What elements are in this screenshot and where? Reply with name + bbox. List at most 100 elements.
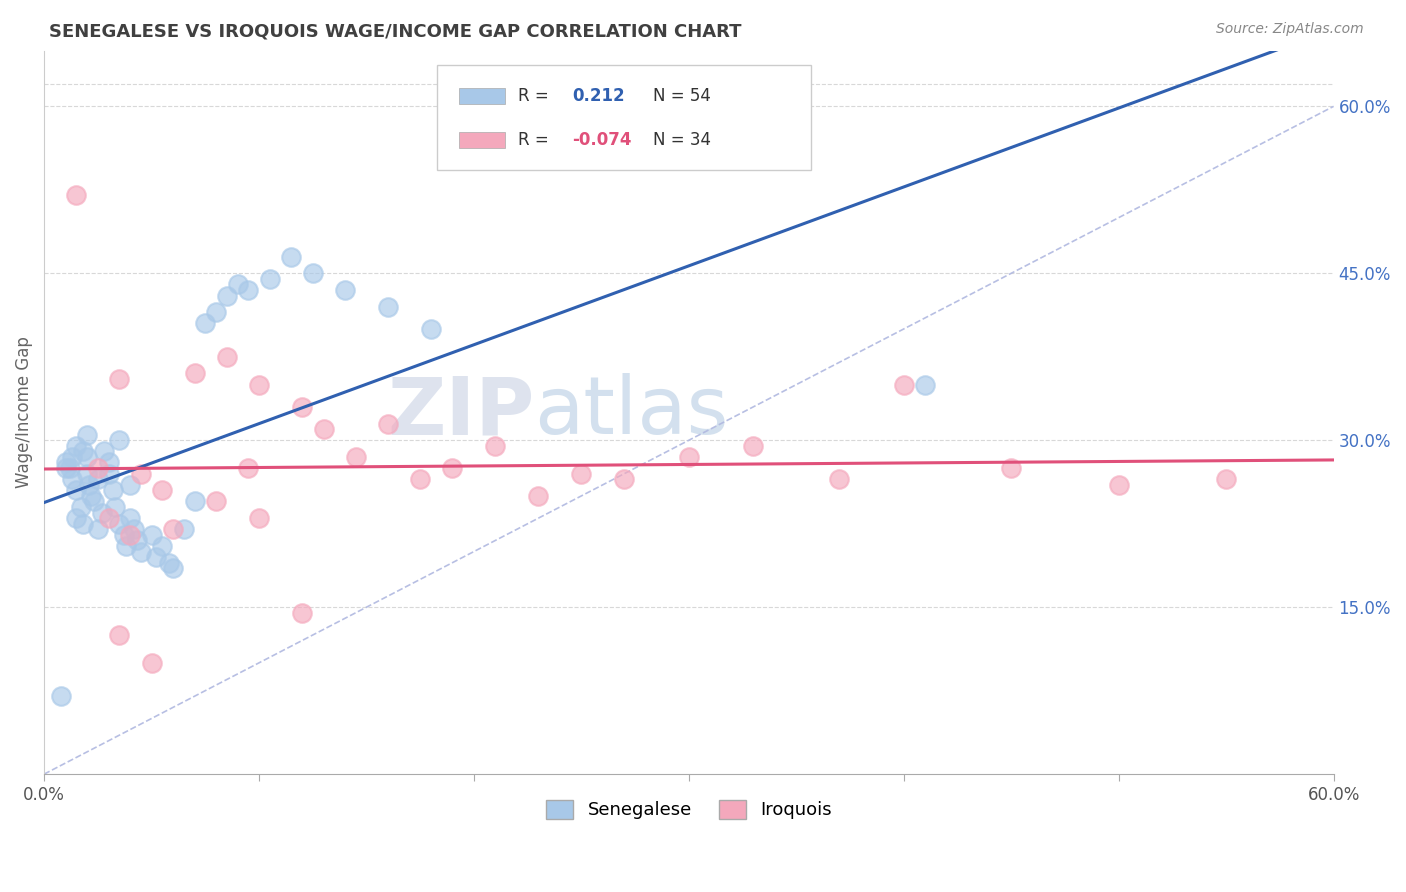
Point bbox=[108, 372, 131, 386]
Point bbox=[108, 434, 131, 448]
Point bbox=[226, 277, 249, 292]
Point bbox=[55, 461, 77, 475]
Point bbox=[173, 522, 195, 536]
Point bbox=[377, 417, 399, 431]
Point bbox=[238, 283, 260, 297]
Point bbox=[108, 628, 131, 642]
Point bbox=[125, 533, 148, 548]
Point bbox=[280, 250, 302, 264]
Point bbox=[87, 472, 110, 486]
Point bbox=[60, 450, 83, 464]
Point bbox=[120, 528, 142, 542]
Point bbox=[157, 556, 180, 570]
Point bbox=[205, 305, 228, 319]
Text: SENEGALESE VS IROQUOIS WAGE/INCOME GAP CORRELATION CHART: SENEGALESE VS IROQUOIS WAGE/INCOME GAP C… bbox=[49, 22, 742, 40]
Point bbox=[65, 439, 87, 453]
Point bbox=[51, 690, 73, 704]
Point bbox=[97, 455, 120, 469]
Point bbox=[69, 500, 91, 514]
Y-axis label: Wage/Income Gap: Wage/Income Gap bbox=[15, 336, 32, 488]
FancyBboxPatch shape bbox=[460, 88, 505, 104]
Point bbox=[55, 455, 77, 469]
Point bbox=[93, 444, 115, 458]
Point bbox=[893, 377, 915, 392]
Point bbox=[1215, 472, 1237, 486]
Point bbox=[484, 439, 506, 453]
Point bbox=[87, 461, 110, 475]
Point bbox=[742, 439, 765, 453]
Point bbox=[1108, 477, 1130, 491]
Point bbox=[409, 472, 432, 486]
Point bbox=[1000, 461, 1022, 475]
Point bbox=[76, 467, 98, 481]
Point bbox=[104, 500, 127, 514]
Point bbox=[301, 266, 323, 280]
Point bbox=[914, 377, 936, 392]
Point bbox=[291, 606, 314, 620]
Point bbox=[571, 467, 593, 481]
Point bbox=[162, 561, 184, 575]
Point bbox=[344, 450, 367, 464]
Point bbox=[150, 539, 173, 553]
Text: N = 54: N = 54 bbox=[652, 87, 711, 105]
Point bbox=[101, 483, 124, 498]
Point bbox=[112, 528, 135, 542]
Point bbox=[120, 477, 142, 491]
Point bbox=[77, 477, 100, 491]
Text: -0.074: -0.074 bbox=[572, 130, 631, 149]
Text: ZIP: ZIP bbox=[387, 374, 534, 451]
Point bbox=[65, 188, 87, 202]
Point bbox=[91, 506, 114, 520]
Point bbox=[333, 283, 356, 297]
Point bbox=[141, 528, 163, 542]
Point bbox=[613, 472, 636, 486]
Point bbox=[120, 511, 142, 525]
Text: atlas: atlas bbox=[534, 374, 728, 451]
Point bbox=[441, 461, 464, 475]
Point bbox=[72, 444, 94, 458]
Point bbox=[59, 461, 82, 475]
Point bbox=[194, 317, 217, 331]
Point bbox=[215, 288, 238, 302]
Point bbox=[291, 400, 314, 414]
Point bbox=[215, 350, 238, 364]
Text: R =: R = bbox=[517, 87, 554, 105]
Point bbox=[80, 489, 103, 503]
Text: Source: ZipAtlas.com: Source: ZipAtlas.com bbox=[1216, 22, 1364, 37]
Point bbox=[678, 450, 700, 464]
Text: R =: R = bbox=[517, 130, 554, 149]
Point bbox=[162, 522, 184, 536]
Text: 0.212: 0.212 bbox=[572, 87, 624, 105]
Point bbox=[108, 516, 131, 531]
Point bbox=[129, 544, 152, 558]
Point bbox=[312, 422, 335, 436]
Point bbox=[247, 377, 270, 392]
Point bbox=[247, 511, 270, 525]
Point bbox=[124, 522, 146, 536]
FancyBboxPatch shape bbox=[437, 65, 811, 170]
Point bbox=[183, 367, 205, 381]
Point bbox=[60, 472, 83, 486]
Point bbox=[83, 494, 105, 508]
Point bbox=[420, 322, 443, 336]
Point bbox=[65, 511, 87, 525]
Legend: Senegalese, Iroquois: Senegalese, Iroquois bbox=[538, 793, 839, 827]
Point bbox=[114, 539, 136, 553]
Point bbox=[97, 467, 120, 481]
Point bbox=[259, 272, 281, 286]
Point bbox=[76, 427, 98, 442]
Point bbox=[97, 511, 120, 525]
FancyBboxPatch shape bbox=[460, 132, 505, 147]
Point bbox=[828, 472, 851, 486]
Point bbox=[76, 450, 98, 464]
Point bbox=[183, 494, 205, 508]
Point bbox=[145, 550, 167, 565]
Point bbox=[150, 483, 173, 498]
Point bbox=[72, 516, 94, 531]
Point bbox=[65, 483, 87, 498]
Point bbox=[129, 467, 152, 481]
Point bbox=[141, 656, 163, 670]
Point bbox=[377, 300, 399, 314]
Point bbox=[205, 494, 228, 508]
Point bbox=[238, 461, 260, 475]
